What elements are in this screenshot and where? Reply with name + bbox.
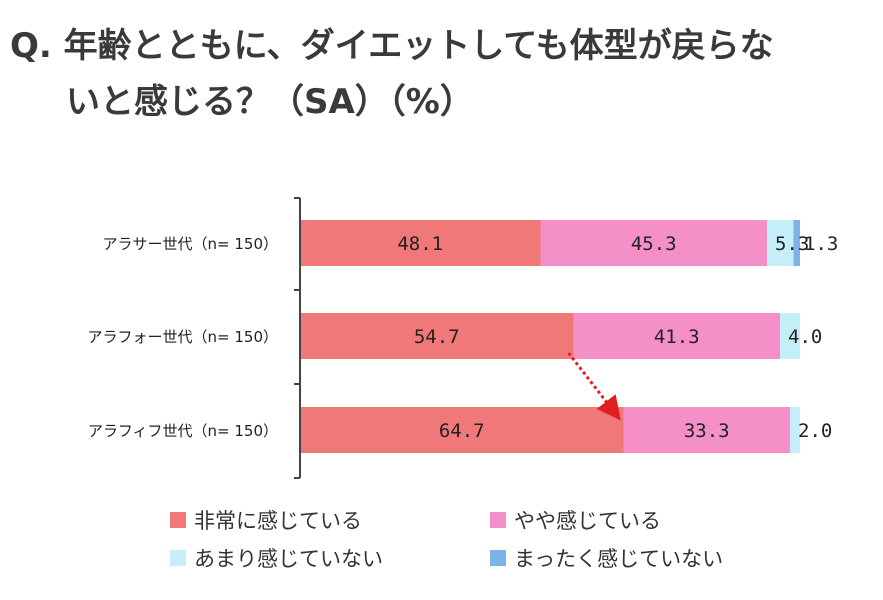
bar-segment-3 xyxy=(790,407,800,453)
data-label: 54.7 xyxy=(414,326,460,348)
legend-label: あまり感じていない xyxy=(194,547,383,571)
bar-segment-3 xyxy=(780,313,800,359)
category-label: アラフォー世代（n= 150） xyxy=(88,328,278,346)
legend-swatch xyxy=(170,550,186,566)
data-label: 4.0 xyxy=(788,326,822,348)
data-label: 33.3 xyxy=(684,420,730,442)
legend-label: まったく感じていない xyxy=(514,547,724,571)
data-label: 48.1 xyxy=(397,233,443,255)
data-label: 5.3 xyxy=(775,233,809,255)
data-label: 41.3 xyxy=(654,326,700,348)
chart-title: Q. 年齢とともに、ダイエットしても体型が戻らな いと感じる？（SA）（%） xyxy=(10,18,870,130)
trend-arrow xyxy=(567,352,621,421)
chart-title-line-1: Q. 年齢とともに、ダイエットしても体型が戻らな xyxy=(10,26,774,66)
data-label: 45.3 xyxy=(631,233,677,255)
category-label: アラフィフ世代（n= 150） xyxy=(88,422,278,440)
legend-item: まったく感じていない xyxy=(490,543,810,573)
chart-legend: 非常に感じている やや感じているあまり感じていない まったく感じていない xyxy=(170,505,810,573)
bar-segment-4 xyxy=(793,220,800,266)
chart-title-line-2: いと感じる？（SA）（%） xyxy=(66,82,474,122)
bar-segment-3 xyxy=(767,220,794,266)
legend-item: やや感じている xyxy=(490,505,810,535)
bar-segment-1 xyxy=(300,407,624,453)
bar-segment-1 xyxy=(300,313,574,359)
bar-segment-1 xyxy=(300,220,541,266)
legend-label: やや感じている xyxy=(514,509,661,533)
legend-swatch xyxy=(490,512,506,528)
data-label: 64.7 xyxy=(439,420,485,442)
data-label: 1.3 xyxy=(804,233,838,255)
legend-swatch xyxy=(490,550,506,566)
data-label: 2.0 xyxy=(798,420,832,442)
legend-label: 非常に感じている xyxy=(194,509,362,533)
bar-segment-2 xyxy=(540,220,767,266)
bar-segment-2 xyxy=(573,313,780,359)
category-label: アラサー世代（n= 150） xyxy=(103,235,278,253)
legend-swatch xyxy=(170,512,186,528)
bar-segment-2 xyxy=(623,407,790,453)
legend-item: あまり感じていない xyxy=(170,543,490,573)
legend-item: 非常に感じている xyxy=(170,505,490,535)
